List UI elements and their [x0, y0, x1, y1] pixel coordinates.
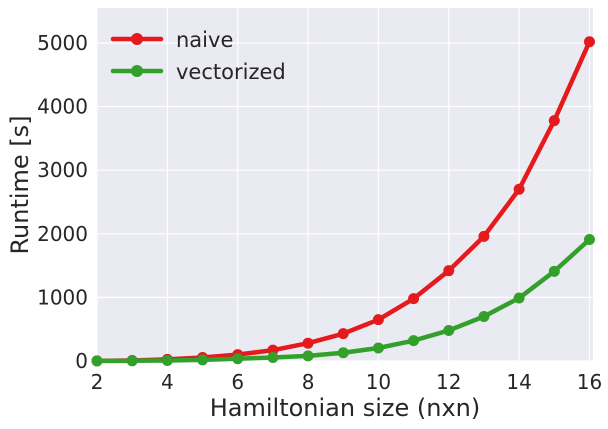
data-point-vectorized [513, 292, 525, 304]
data-point-vectorized [408, 335, 420, 347]
series-points [91, 36, 595, 367]
data-point-naive [478, 230, 490, 242]
x-tick-label: 14 [506, 370, 531, 394]
legend: naive vectorized [110, 28, 286, 84]
legend-marker-vectorized [131, 65, 143, 77]
data-point-naive [548, 115, 560, 127]
data-point-vectorized [232, 353, 244, 365]
data-point-naive [408, 293, 420, 305]
data-point-vectorized [372, 342, 384, 354]
x-tick-label: 16 [577, 370, 602, 394]
data-point-vectorized [337, 347, 349, 359]
data-point-naive [302, 337, 314, 349]
y-tick-labels: 0 1000 2000 3000 4000 5000 [37, 31, 88, 373]
data-point-naive [513, 183, 525, 195]
x-tick-labels: 2 4 6 8 10 12 14 16 [91, 370, 603, 394]
data-point-naive [443, 265, 455, 277]
x-tick-label: 8 [302, 370, 315, 394]
x-tick-label: 6 [231, 370, 244, 394]
data-point-naive [372, 314, 384, 326]
data-point-vectorized [443, 324, 455, 336]
legend-label-naive: naive [176, 28, 233, 52]
y-tick-label: 3000 [37, 158, 88, 182]
data-point-vectorized [478, 310, 490, 322]
data-point-vectorized [583, 234, 595, 246]
data-point-vectorized [161, 354, 173, 366]
y-axis-label: Runtime [s] [6, 115, 34, 254]
y-tick-label: 1000 [37, 285, 88, 309]
data-point-vectorized [91, 355, 103, 367]
data-point-vectorized [197, 354, 209, 366]
data-point-naive [337, 328, 349, 340]
data-point-vectorized [126, 355, 138, 367]
y-tick-label: 2000 [37, 222, 88, 246]
x-axis-label: Hamiltonian size (nxn) [210, 394, 481, 422]
x-tick-label: 2 [91, 370, 104, 394]
data-point-vectorized [548, 265, 560, 277]
x-tick-label: 4 [161, 370, 174, 394]
y-tick-label: 0 [75, 349, 88, 373]
data-point-naive [583, 36, 595, 48]
y-tick-label: 5000 [37, 31, 88, 55]
data-point-vectorized [267, 352, 279, 364]
y-tick-label: 4000 [37, 95, 88, 119]
x-tick-label: 12 [436, 370, 461, 394]
data-point-vectorized [302, 350, 314, 362]
x-tick-label: 10 [366, 370, 391, 394]
legend-marker-naive [131, 33, 143, 45]
legend-label-vectorized: vectorized [176, 60, 286, 84]
